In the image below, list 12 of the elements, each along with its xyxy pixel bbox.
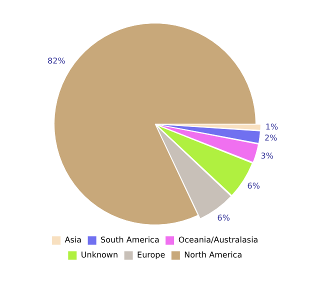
data-label: 6%: [247, 182, 260, 191]
legend-label: Oceania/Australasia: [178, 236, 258, 245]
data-label: 1%: [265, 122, 278, 132]
data-label: 82%: [48, 56, 66, 66]
data-label: 2%: [264, 134, 278, 143]
legend-label: Unknown: [80, 250, 118, 260]
data-label: 3%: [260, 152, 274, 161]
legend-label: South America: [100, 236, 160, 245]
legend-label: Europe: [137, 250, 166, 260]
legend-label: Asia: [64, 236, 82, 245]
legend-label: North America: [184, 250, 242, 260]
data-label: 6%: [217, 214, 230, 223]
